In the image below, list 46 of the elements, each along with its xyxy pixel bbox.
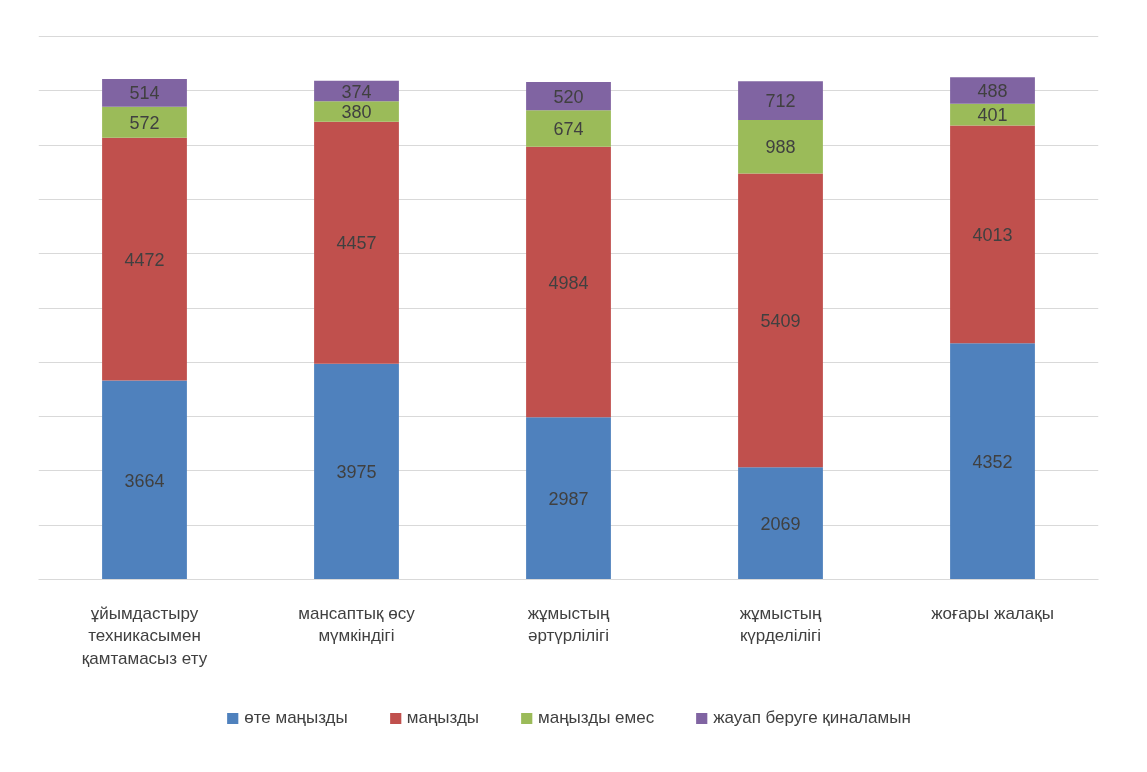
- data-label: 3975: [336, 462, 377, 483]
- bar: [314, 363, 399, 580]
- bar: [526, 82, 611, 111]
- data-label: 380: [341, 101, 372, 122]
- legend-label: маңызды емес: [538, 707, 655, 728]
- data-label: 4457: [336, 233, 377, 254]
- bar: [102, 380, 187, 580]
- data-label: 4472: [124, 249, 165, 270]
- legend-label: жауап беруге қиналамын: [713, 707, 911, 728]
- data-label: 488: [977, 80, 1008, 101]
- bar: [102, 106, 187, 138]
- data-label: 988: [765, 137, 796, 158]
- bar: [102, 78, 187, 107]
- data-label: 572: [129, 112, 160, 133]
- x-tick-label: жұмыстың әртүрлілігі: [527, 603, 610, 646]
- data-label: 4013: [972, 224, 1013, 245]
- data-label: 514: [129, 83, 160, 104]
- data-label: 374: [341, 81, 372, 102]
- bar: [950, 77, 1035, 104]
- data-label: 2069: [760, 513, 801, 534]
- data-label: 4352: [972, 451, 1013, 472]
- bar: [526, 417, 611, 580]
- data-label: 712: [765, 91, 796, 112]
- data-label: 401: [977, 105, 1008, 126]
- x-tick-label: жұмыстың күрделілігі: [739, 603, 822, 646]
- x-tick-label: жоғары жалақы: [931, 603, 1054, 623]
- bar: [950, 125, 1035, 344]
- bar: [102, 137, 187, 381]
- data-label: 2987: [548, 488, 589, 509]
- x-tick-label: ұйымдастыру техникасымен қамтамасыз ету: [81, 603, 208, 669]
- legend-label: өте маңызды: [244, 707, 348, 728]
- data-label: 3664: [124, 470, 165, 491]
- x-tick-label: мансаптық өсу мүмкіндігі: [298, 603, 416, 646]
- bar: [738, 173, 823, 468]
- bar: [526, 146, 611, 418]
- legend-label: маңызды: [406, 707, 480, 728]
- bar: [738, 467, 823, 580]
- data-label: 520: [553, 86, 584, 107]
- bar: [738, 81, 823, 120]
- data-label: 674: [553, 119, 584, 140]
- bar: [314, 121, 399, 364]
- bar: [950, 343, 1035, 580]
- bar: [526, 110, 611, 147]
- data-label: 4984: [548, 272, 589, 293]
- bar: [738, 119, 823, 174]
- data-label: 5409: [760, 310, 801, 331]
